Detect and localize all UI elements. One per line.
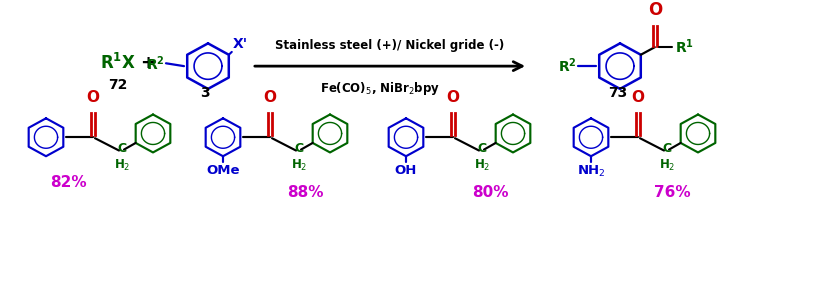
Text: C: C bbox=[294, 142, 303, 155]
Text: O: O bbox=[87, 90, 100, 105]
Text: H$_2$: H$_2$ bbox=[291, 158, 308, 173]
Text: 82%: 82% bbox=[50, 175, 87, 190]
Text: 73: 73 bbox=[609, 86, 627, 100]
Text: C: C bbox=[478, 142, 487, 155]
Text: O: O bbox=[263, 90, 276, 105]
Text: C: C bbox=[118, 142, 127, 155]
Text: $\mathbf{R^1X}$: $\mathbf{R^1X}$ bbox=[100, 53, 136, 73]
Text: 88%: 88% bbox=[287, 185, 323, 200]
Text: X': X' bbox=[233, 37, 248, 51]
Text: O: O bbox=[447, 90, 460, 105]
Text: $\mathbf{R^2}$: $\mathbf{R^2}$ bbox=[146, 54, 165, 73]
Text: O: O bbox=[648, 1, 662, 19]
Text: O: O bbox=[631, 90, 645, 105]
Text: OH: OH bbox=[395, 164, 417, 177]
Text: H$_2$: H$_2$ bbox=[474, 158, 490, 173]
Text: H$_2$: H$_2$ bbox=[658, 158, 675, 173]
Text: Stainless steel (+)/ Nickel gride (-): Stainless steel (+)/ Nickel gride (-) bbox=[276, 39, 505, 52]
Text: NH$_2$: NH$_2$ bbox=[577, 164, 605, 179]
Text: 3: 3 bbox=[200, 86, 209, 100]
Text: OMe: OMe bbox=[206, 164, 240, 177]
Text: 80%: 80% bbox=[472, 185, 508, 200]
Text: $\mathbf{R^1}$: $\mathbf{R^1}$ bbox=[675, 38, 694, 56]
Text: H$_2$: H$_2$ bbox=[114, 158, 130, 173]
Text: 76%: 76% bbox=[654, 185, 690, 200]
Text: C: C bbox=[663, 142, 672, 155]
Text: +: + bbox=[141, 54, 155, 72]
Text: 72: 72 bbox=[108, 78, 128, 92]
Text: Fe(CO)$_5$, NiBr$_2$bpy: Fe(CO)$_5$, NiBr$_2$bpy bbox=[320, 80, 440, 97]
Text: $\mathbf{R^2}$: $\mathbf{R^2}$ bbox=[559, 57, 577, 75]
